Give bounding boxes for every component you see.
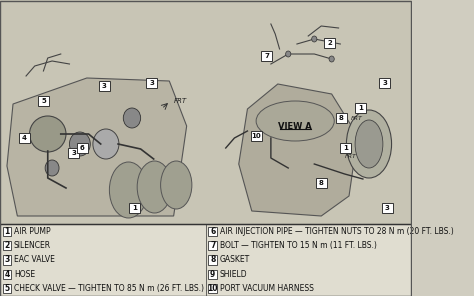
Polygon shape <box>239 84 358 216</box>
Text: 3: 3 <box>102 83 107 89</box>
FancyBboxPatch shape <box>209 226 217 236</box>
Text: 9: 9 <box>210 270 215 279</box>
Text: 1: 1 <box>132 205 137 211</box>
FancyBboxPatch shape <box>209 284 217 293</box>
Text: FRT: FRT <box>345 154 356 158</box>
Ellipse shape <box>256 101 334 141</box>
FancyBboxPatch shape <box>2 241 11 250</box>
FancyBboxPatch shape <box>19 133 30 143</box>
Text: 2: 2 <box>328 40 332 46</box>
Text: 8: 8 <box>210 255 215 265</box>
Text: 7: 7 <box>210 241 215 250</box>
Text: 2: 2 <box>4 241 9 250</box>
Circle shape <box>329 56 334 62</box>
FancyBboxPatch shape <box>209 255 217 265</box>
FancyBboxPatch shape <box>340 143 351 153</box>
Text: EAC VALVE: EAC VALVE <box>14 255 55 265</box>
Ellipse shape <box>355 120 383 168</box>
Text: 3: 3 <box>72 150 76 156</box>
Text: 4: 4 <box>4 270 9 279</box>
Text: 1: 1 <box>343 145 348 151</box>
FancyBboxPatch shape <box>2 270 11 279</box>
FancyBboxPatch shape <box>129 203 140 213</box>
Text: AIR INJECTION PIPE — TIGHTEN NUTS TO 28 N m (20 FT. LBS.): AIR INJECTION PIPE — TIGHTEN NUTS TO 28 … <box>219 227 454 236</box>
Text: FRT: FRT <box>173 98 187 104</box>
Text: HOSE: HOSE <box>14 270 35 279</box>
FancyBboxPatch shape <box>261 51 272 61</box>
FancyBboxPatch shape <box>38 96 49 106</box>
Text: SHIELD: SHIELD <box>219 270 247 279</box>
Circle shape <box>286 51 291 57</box>
FancyBboxPatch shape <box>251 131 262 141</box>
Text: 8: 8 <box>339 115 344 121</box>
Ellipse shape <box>109 162 147 218</box>
Text: VIEW A: VIEW A <box>278 121 312 131</box>
FancyBboxPatch shape <box>336 113 346 123</box>
FancyBboxPatch shape <box>382 203 392 213</box>
FancyBboxPatch shape <box>99 81 109 91</box>
FancyBboxPatch shape <box>2 255 11 265</box>
Polygon shape <box>7 78 187 216</box>
Text: FRT: FRT <box>351 115 363 120</box>
FancyBboxPatch shape <box>316 178 327 188</box>
Text: GASKET: GASKET <box>219 255 250 265</box>
Text: PORT VACUUM HARNESS: PORT VACUUM HARNESS <box>219 284 313 293</box>
Text: 1: 1 <box>358 105 363 111</box>
Text: AIR PUMP: AIR PUMP <box>14 227 51 236</box>
FancyBboxPatch shape <box>68 148 79 158</box>
FancyBboxPatch shape <box>2 226 11 236</box>
Ellipse shape <box>137 161 172 213</box>
Text: 8: 8 <box>319 180 324 186</box>
Ellipse shape <box>29 116 66 152</box>
Text: 3: 3 <box>382 80 387 86</box>
Ellipse shape <box>161 161 192 209</box>
Text: BOLT — TIGHTEN TO 15 N m (11 FT. LBS.): BOLT — TIGHTEN TO 15 N m (11 FT. LBS.) <box>219 241 376 250</box>
FancyBboxPatch shape <box>355 103 366 113</box>
Bar <box>0 224 411 296</box>
Ellipse shape <box>93 129 119 159</box>
FancyBboxPatch shape <box>209 241 217 250</box>
Text: 10: 10 <box>251 133 261 139</box>
Text: SILENCER: SILENCER <box>14 241 51 250</box>
Text: 1: 1 <box>4 227 9 236</box>
FancyBboxPatch shape <box>324 38 336 48</box>
Text: 6: 6 <box>210 227 215 236</box>
Circle shape <box>70 132 90 156</box>
Text: 4: 4 <box>22 135 27 141</box>
Text: 5: 5 <box>4 284 9 293</box>
FancyBboxPatch shape <box>146 78 157 88</box>
Bar <box>0 0 411 224</box>
FancyBboxPatch shape <box>379 78 390 88</box>
Text: 3: 3 <box>4 255 9 265</box>
Circle shape <box>312 36 317 42</box>
FancyBboxPatch shape <box>77 143 88 153</box>
Text: 5: 5 <box>41 98 46 104</box>
Text: CHECK VALVE — TIGHTEN TO 85 N m (26 FT. LBS.): CHECK VALVE — TIGHTEN TO 85 N m (26 FT. … <box>14 284 204 293</box>
Text: 10: 10 <box>208 284 218 293</box>
Ellipse shape <box>346 110 392 178</box>
FancyBboxPatch shape <box>2 284 11 293</box>
Text: 3: 3 <box>385 205 390 211</box>
Circle shape <box>45 160 59 176</box>
Text: 6: 6 <box>80 145 85 151</box>
Text: 7: 7 <box>264 53 269 59</box>
Text: 3: 3 <box>149 80 155 86</box>
FancyBboxPatch shape <box>209 270 217 279</box>
Circle shape <box>123 108 141 128</box>
